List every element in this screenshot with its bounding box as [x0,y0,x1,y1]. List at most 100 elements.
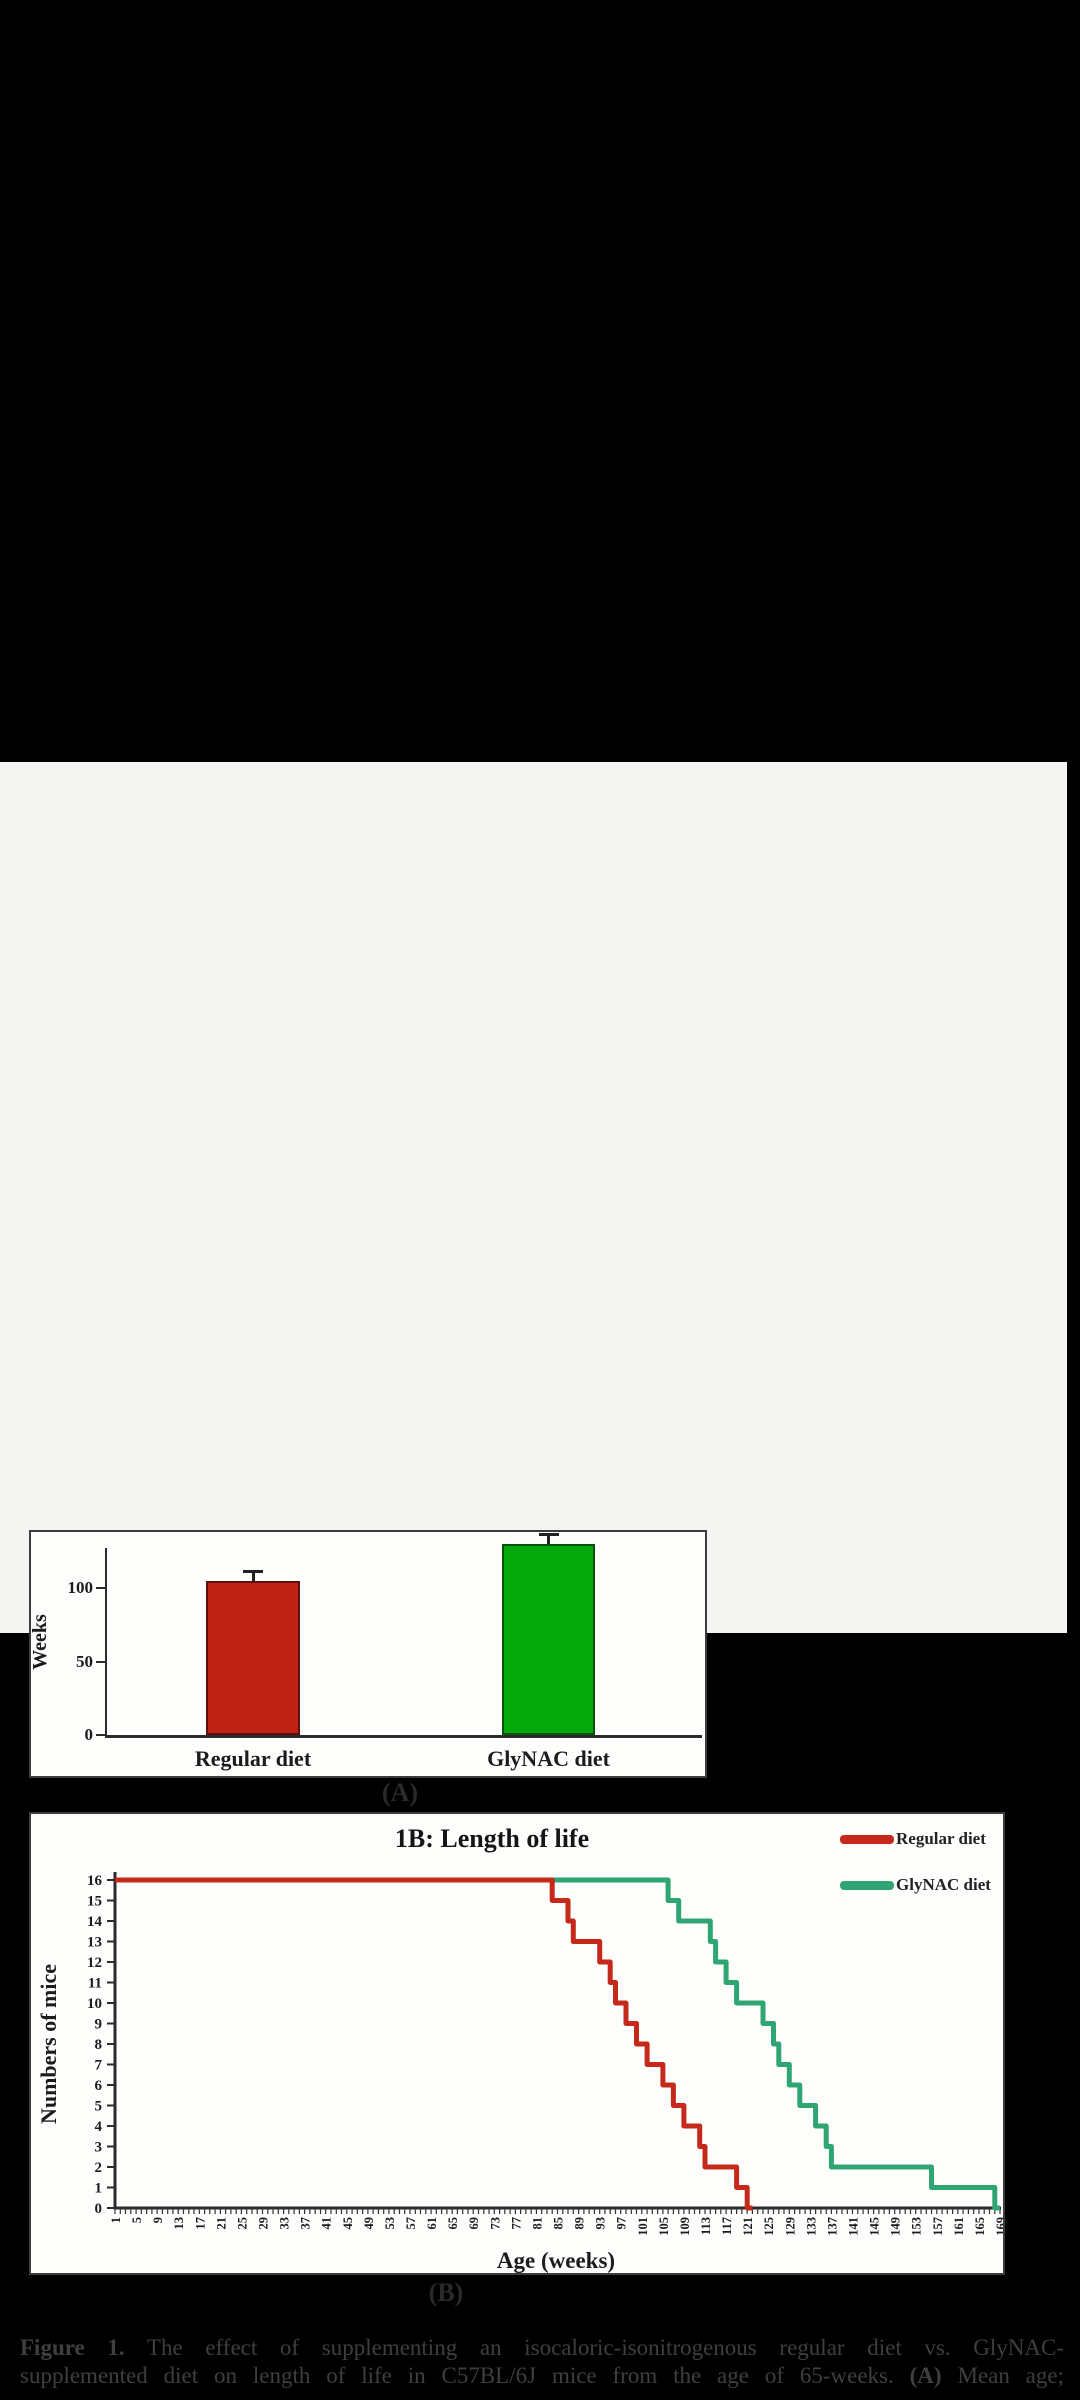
x-tick-label: 1 [109,2217,123,2223]
x-tick-label: 77 [509,2217,523,2230]
x-tick-label: 57 [404,2217,418,2230]
x-tick-label: 29 [257,2217,271,2230]
panel-a-label: (A) [381,1778,419,1807]
y-tick-label: 10 [87,1996,102,2012]
x-tick-label: 9 [151,2217,165,2223]
x-tick-label: 161 [952,2217,966,2236]
x-tick-label: 13 [172,2217,186,2230]
x-tick-label: 101 [636,2217,650,2236]
y-tick-label: 50 [76,1651,93,1671]
panel-a-box: Weeks 0 50 100 Regular diet GlyNAC diet [29,1530,707,1778]
legend-label: GlyNAC diet [896,1875,991,1894]
x-tick-label: 149 [889,2217,903,2236]
error-bar-cap [243,1569,263,1573]
legend: Regular diet GlyNAC diet [840,1828,1005,1920]
caption-line-1-text: The effect of supplementing an isocalori… [124,2335,1064,2360]
legend-item: GlyNAC diet [840,1874,1005,1896]
x-tick-label: 109 [678,2217,692,2236]
figure-caption: Figure 1. The effect of supplementing an… [20,2334,1064,2390]
series-line-regular-diet [115,1877,753,2211]
legend-label: Regular diet [896,1829,986,1848]
y-tick-label: 12 [87,1955,102,1971]
x-tick-label: 129 [783,2217,797,2236]
y-tick-label: 13 [87,1935,102,1951]
y-tick-label: 16 [87,1873,103,1889]
bar-label: GlyNAC diet [487,1746,610,1771]
x-tick-label: 65 [446,2217,460,2230]
y-tick-label: 15 [87,1894,102,1910]
y-tick-label: 0 [84,1725,94,1744]
panel-b-xlabel: Age (weeks) [496,2248,616,2273]
x-tick-label: 113 [699,2217,713,2235]
x-tick-label: 61 [425,2217,439,2230]
y-tick-label: 0 [95,2201,103,2217]
y-tick-label: 1 [95,2181,103,2197]
x-tick-label: 105 [657,2217,671,2236]
error-bar [251,1571,255,1581]
x-tick-label: 21 [214,2217,228,2230]
y-tick-mark [96,1587,105,1589]
x-tick-label: 69 [467,2217,481,2230]
x-tick-label: 121 [741,2217,755,2236]
bar-label: Regular diet [194,1746,312,1771]
x-tick-label: 85 [552,2217,566,2230]
x-minor-ticks [114,2208,1001,2214]
bar [206,1580,300,1735]
x-tick-label: 165 [973,2217,987,2236]
x-tick-label: 137 [825,2217,839,2236]
y-tick-label: 14 [87,1914,103,1930]
x-tick-label: 117 [720,2217,734,2235]
series-line-glynac-diet [115,1877,1000,2211]
caption-figure-number: Figure 1. [20,2335,125,2360]
x-tick-label: 89 [573,2217,587,2230]
x-tick-label: 169 [994,2217,1003,2236]
panel-a-yaxis-line [105,1548,107,1737]
y-tick-label: 3 [95,2140,103,2156]
x-tick-label: 133 [804,2217,818,2236]
x-tick-label: 17 [193,2217,207,2230]
x-tick-label: 153 [910,2217,924,2236]
x-tick-label: 37 [299,2217,313,2230]
y-tick-mark [96,1734,105,1736]
x-tick-label: 73 [488,2217,502,2230]
caption-line-2-pre: supplemented diet on length of life in C… [20,2363,910,2388]
panel-b-title: 1B: Length of life [394,1824,590,1853]
x-tick-label: 97 [615,2217,629,2230]
y-tick-label: 9 [95,2017,103,2033]
panel-b-ylabel: Numbers of mice [36,1963,61,2125]
x-tick-label: 125 [762,2217,776,2236]
y-tick-label: 5 [95,2099,103,2115]
x-tick-label: 49 [362,2217,376,2230]
y-tick-label: 11 [88,1976,102,1992]
y-tick-marks [107,1879,115,2209]
y-tick-label: 4 [95,2119,103,2135]
legend-swatch [840,1880,894,1890]
x-tick-label: 5 [130,2217,144,2223]
y-tick-label: 6 [95,2078,103,2094]
panel-b-label: (B) [428,2278,464,2307]
caption-line-2: supplemented diet on length of life in C… [20,2362,1064,2390]
x-tick-label: 93 [594,2217,608,2230]
caption-panel-a-ref: (A) [909,2363,942,2388]
x-tick-label: 41 [320,2217,334,2230]
error-bar-cap [538,1533,559,1537]
y-tick-label: 7 [95,2058,103,2074]
x-tick-label: 145 [868,2217,882,2236]
y-tick-label: 2 [95,2160,103,2176]
panel-a-ylabel: Weeks [29,1614,51,1670]
legend-item: Regular diet [840,1828,1005,1850]
x-tick-label: 141 [847,2217,861,2236]
error-bar [547,1535,550,1544]
legend-swatch [840,1834,894,1844]
y-tick-mark [96,1660,105,1663]
x-tick-label: 157 [931,2217,945,2236]
caption-line-1: Figure 1. The effect of supplementing an… [20,2334,1064,2362]
axes-lines [113,1872,1001,2210]
panel-a-xaxis-line [105,1735,702,1738]
caption-line-2-post: Mean age; [941,2363,1064,2388]
x-tick-label: 25 [235,2217,249,2230]
x-tick-label: 45 [341,2217,355,2230]
x-tick-label: 53 [383,2217,397,2230]
